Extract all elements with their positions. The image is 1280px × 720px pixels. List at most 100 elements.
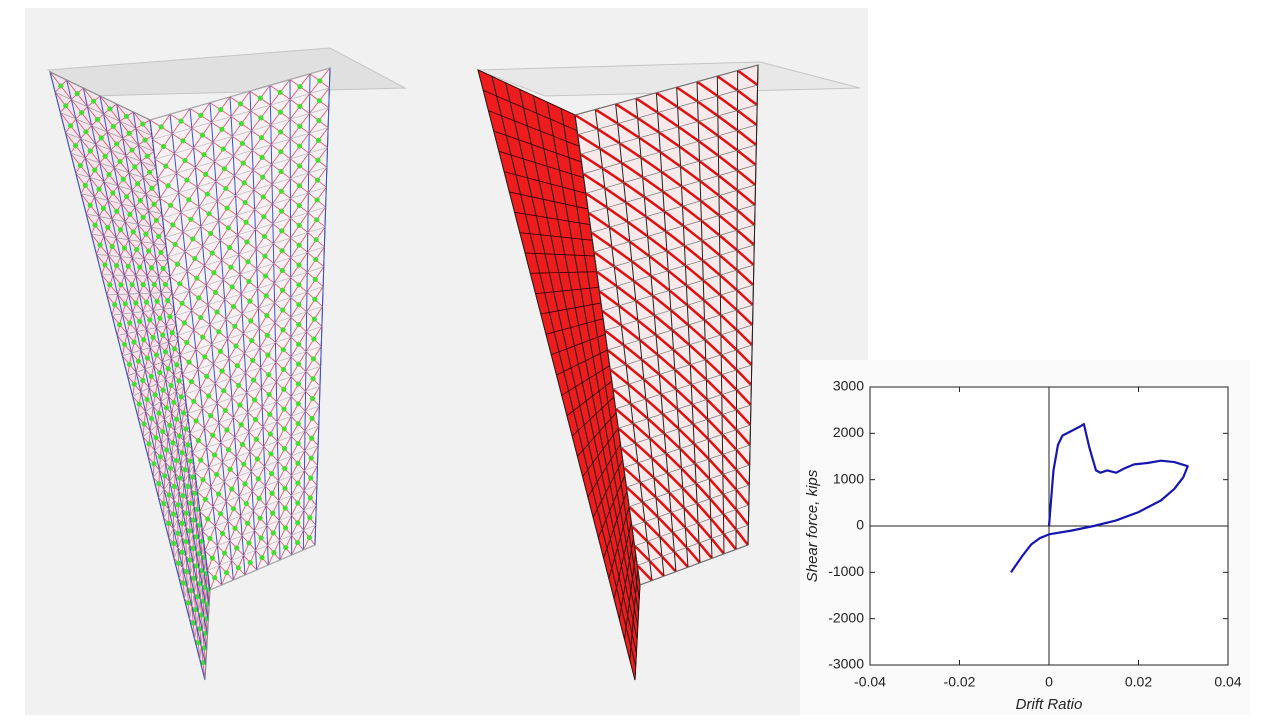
- hinge: [110, 190, 116, 196]
- hinge: [309, 395, 316, 402]
- hinge: [137, 264, 143, 270]
- hinge: [181, 320, 188, 326]
- hinge: [196, 551, 202, 557]
- hinge: [228, 264, 234, 270]
- floor-beam: [629, 569, 639, 660]
- hinge: [179, 300, 185, 306]
- hinge: [167, 465, 174, 471]
- floor-beam: [618, 384, 752, 429]
- hinge: [120, 176, 126, 182]
- floor-beam: [574, 64, 759, 116]
- hinge: [277, 89, 283, 95]
- floor-beam: [551, 334, 606, 355]
- hinge: [123, 113, 129, 120]
- brace: [656, 353, 676, 371]
- hinge: [208, 230, 214, 236]
- hinge: [271, 550, 277, 556]
- floor-beam: [152, 87, 330, 140]
- brace: [701, 259, 721, 277]
- hinge: [123, 194, 130, 200]
- hinge: [127, 320, 133, 326]
- floor-beam: [173, 495, 199, 559]
- brace: [597, 128, 621, 145]
- hinge: [185, 483, 191, 489]
- floor-beam: [577, 84, 758, 135]
- hinge: [90, 98, 97, 104]
- floor-beam: [540, 302, 602, 315]
- hinge: [170, 511, 177, 517]
- brace: [614, 102, 639, 120]
- hinge: [310, 376, 316, 382]
- x-tick-label: -0.02: [944, 674, 976, 690]
- brace: [718, 234, 738, 252]
- hinge: [254, 456, 260, 462]
- brace: [720, 353, 738, 371]
- y-tick-label: -3000: [828, 656, 864, 672]
- brace: [649, 437, 667, 455]
- hinge: [229, 486, 235, 492]
- hinge: [264, 332, 270, 338]
- hinge: [281, 446, 288, 452]
- brace: [601, 167, 625, 184]
- brace: [648, 560, 665, 577]
- hinge: [313, 256, 319, 263]
- hinge: [307, 495, 313, 501]
- hinge: [157, 454, 163, 460]
- brace: [677, 427, 696, 445]
- hinge: [261, 214, 267, 220]
- floor-beam: [535, 286, 599, 295]
- brace: [637, 319, 657, 336]
- hinge: [214, 471, 220, 478]
- brace: [736, 169, 757, 186]
- hinge: [187, 528, 193, 534]
- hinge: [230, 303, 237, 310]
- floor-beam: [55, 91, 153, 136]
- floor-beam: [174, 266, 324, 317]
- hinge: [235, 565, 241, 571]
- brace: [699, 199, 721, 217]
- hinge: [259, 154, 265, 160]
- brace: [639, 481, 657, 499]
- brace: [590, 231, 613, 248]
- brace: [736, 109, 758, 126]
- floor-beam: [519, 232, 593, 241]
- floor-beam: [106, 291, 173, 296]
- hinge: [225, 225, 231, 231]
- brace: [720, 393, 738, 411]
- brace: [629, 402, 649, 420]
- hinge: [270, 510, 276, 516]
- brace: [659, 151, 682, 168]
- brace: [671, 329, 691, 346]
- brace: [631, 525, 649, 543]
- hinge: [229, 284, 235, 290]
- hinge: [153, 435, 159, 441]
- brace: [593, 251, 615, 268]
- hinge: [158, 249, 164, 256]
- hinge: [296, 262, 302, 268]
- brace: [647, 417, 666, 435]
- brace: [736, 189, 756, 206]
- brace: [690, 383, 708, 401]
- hinge: [312, 276, 318, 283]
- brace: [719, 294, 738, 311]
- floor-beam: [583, 124, 757, 175]
- brace: [645, 398, 664, 415]
- hinge: [137, 318, 143, 324]
- brace: [663, 432, 681, 450]
- hinge: [175, 530, 181, 536]
- brace: [707, 458, 724, 476]
- brace: [601, 309, 623, 327]
- brace: [678, 145, 701, 163]
- hinge: [143, 299, 150, 305]
- brace: [614, 407, 634, 425]
- brace: [736, 69, 759, 87]
- hinge: [204, 373, 210, 379]
- hinge: [260, 194, 266, 200]
- brace: [677, 125, 700, 143]
- hinge: [192, 255, 198, 262]
- hinge: [311, 316, 317, 322]
- structure-models: [46, 47, 861, 681]
- floor-beam: [488, 110, 580, 147]
- hinge: [94, 116, 101, 123]
- hinge: [208, 413, 214, 419]
